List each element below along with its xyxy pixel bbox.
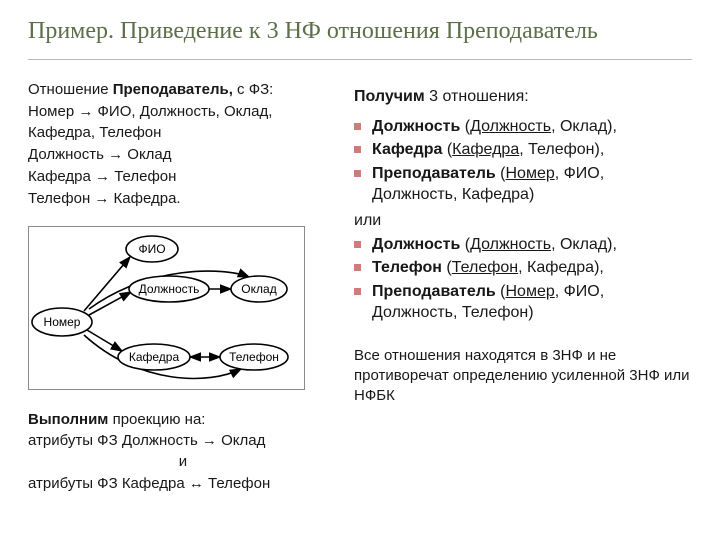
- rel-paren: (: [496, 283, 506, 300]
- diagram-node-dolzhnost: Должность: [129, 276, 209, 302]
- diagram-edge: [87, 330, 122, 351]
- diagram-node-kafedra: Кафедра: [118, 344, 190, 370]
- rel-tail: , Оклад),: [551, 118, 617, 135]
- fd-line: Кафедра → Телефон: [28, 167, 338, 187]
- fd-block: Отношение Преподаватель, с ФЗ: Номер → Ф…: [28, 80, 338, 210]
- slide-title: Пример. Приведение к 3 НФ отношения Преп…: [28, 18, 692, 45]
- rel-paren: (: [460, 236, 470, 253]
- intro-prefix: Отношение: [28, 81, 113, 98]
- rel-name: Преподаватель: [372, 165, 496, 182]
- rel-tail: , Телефон),: [519, 141, 604, 158]
- rel-key: Номер: [506, 165, 555, 182]
- fd-line: Номер → ФИО, Должность, Оклад, Кафедра, …: [28, 102, 338, 143]
- projection-block: Выполним проекцию на: атрибуты ФЗ Должно…: [28, 410, 338, 494]
- rel-key: Телефон: [452, 259, 518, 276]
- intro-suffix: с ФЗ:: [233, 81, 273, 98]
- result-list-1: Должность (Должность, Оклад), Кафедра (К…: [354, 116, 692, 206]
- rel-name: Телефон: [372, 259, 442, 276]
- rel-name: Должность: [372, 236, 460, 253]
- proj-head: Выполним проекцию на:: [28, 410, 338, 430]
- proj-head-rest: проекцию на:: [108, 411, 205, 428]
- rel-name: Должность: [372, 118, 460, 135]
- rel-paren: (: [442, 141, 452, 158]
- fd-diagram: Номер ФИО Должность Оклад Кафедра Телефон: [28, 226, 305, 390]
- diagram-node-fio: ФИО: [126, 236, 178, 262]
- svg-text:Телефон: Телефон: [229, 350, 279, 364]
- title-divider: [28, 59, 692, 60]
- proj-line: атрибуты ФЗ Должность → Оклад: [28, 431, 338, 451]
- or-label: или: [354, 210, 692, 232]
- diagram-node-oklad: Оклад: [231, 276, 287, 302]
- proj-line: атрибуты ФЗ Кафедра ↔ Телефон: [28, 474, 338, 494]
- svg-text:Оклад: Оклад: [241, 282, 276, 296]
- svg-text:Номер: Номер: [44, 315, 81, 329]
- rel-paren: (: [496, 165, 506, 182]
- svg-text:ФИО: ФИО: [138, 242, 165, 256]
- rel-name: Преподаватель: [372, 283, 496, 300]
- proj-and: и: [28, 452, 338, 472]
- conclusion: Все отношения находятся в 3НФ и не проти…: [354, 346, 692, 407]
- fd-line: Должность → Оклад: [28, 145, 338, 165]
- rel-paren: (: [460, 118, 470, 135]
- list-item: Кафедра (Кафедра, Телефон),: [354, 139, 692, 161]
- proj-head-bold: Выполним: [28, 411, 108, 428]
- intro-line: Отношение Преподаватель, с ФЗ:: [28, 80, 338, 100]
- rel-key: Номер: [506, 283, 555, 300]
- list-item: Преподаватель (Номер, ФИО, Должность, Те…: [354, 281, 692, 324]
- rel-name: Кафедра: [372, 141, 442, 158]
- rel-paren: (: [442, 259, 452, 276]
- svg-text:Кафедра: Кафедра: [129, 350, 180, 364]
- diagram-edge: [84, 257, 130, 311]
- result-head-bold: Получим: [354, 88, 425, 105]
- svg-text:Должность: Должность: [139, 282, 200, 296]
- intro-bold: Преподаватель,: [113, 81, 233, 98]
- result-head-rest: 3 отношения:: [425, 88, 529, 105]
- result-head: Получим 3 отношения:: [354, 86, 692, 108]
- rel-key: Должность: [470, 118, 551, 135]
- list-item: Телефон (Телефон, Кафедра),: [354, 257, 692, 279]
- diagram-node-telefon: Телефон: [220, 344, 288, 370]
- list-item: Должность (Должность, Оклад),: [354, 116, 692, 138]
- diagram-node-nomer: Номер: [32, 308, 92, 336]
- result-list-2: Должность (Должность, Оклад), Телефон (Т…: [354, 234, 692, 324]
- rel-tail: , Кафедра),: [518, 259, 604, 276]
- list-item: Должность (Должность, Оклад),: [354, 234, 692, 256]
- list-item: Преподаватель (Номер, ФИО, Должность, Ка…: [354, 163, 692, 206]
- rel-tail: , Оклад),: [551, 236, 617, 253]
- rel-key: Кафедра: [452, 141, 519, 158]
- rel-key: Должность: [470, 236, 551, 253]
- fd-line: Телефон → Кафедра.: [28, 189, 338, 209]
